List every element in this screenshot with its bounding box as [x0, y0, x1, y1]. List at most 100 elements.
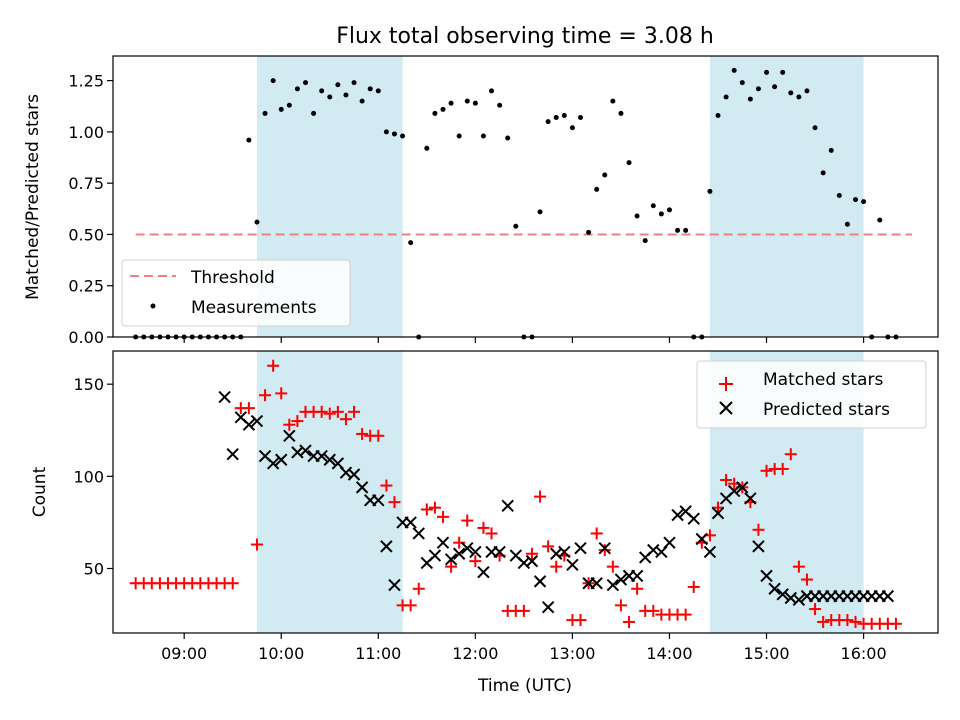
predicted-star-point [250, 414, 264, 428]
measurement-point [626, 160, 632, 166]
measurement-point [513, 223, 519, 229]
matched-star-point [525, 547, 538, 560]
x-stroke-b [558, 545, 571, 559]
predicted-star-point [404, 516, 417, 529]
x-stroke-b [218, 390, 231, 404]
measurement-point [739, 80, 745, 86]
x-stroke-b [380, 540, 393, 553]
predicted-star-point [574, 542, 587, 555]
x-stroke-b [792, 593, 806, 607]
x-tick-label: 11:00 [355, 644, 401, 663]
measurement-point [820, 170, 826, 176]
matched-star-point [445, 560, 458, 573]
measurement-point [764, 69, 770, 75]
x-stroke-b [372, 494, 385, 507]
measurement-point [561, 112, 567, 118]
x-stroke-b [752, 540, 765, 553]
x-stroke-b [404, 516, 417, 529]
predicted-star-point [323, 453, 336, 466]
legend-measurements-swatch [150, 303, 156, 309]
x-stroke-b [323, 453, 336, 466]
predicted-star-point [768, 582, 781, 595]
x-stroke-b [452, 547, 466, 560]
measurement-point [303, 80, 308, 86]
measurement-point [715, 112, 721, 118]
matched-star-point [372, 429, 385, 442]
matched-star-point [477, 521, 490, 534]
measurement-point [335, 82, 341, 88]
bottom-y-axis-ticks: 50 100 150 [73, 375, 113, 578]
measurement-point [351, 80, 357, 86]
measurement-point [877, 217, 883, 223]
x-stroke-b [687, 512, 700, 525]
matched-star-point [291, 415, 304, 428]
predicted-star-point [614, 573, 628, 586]
measurement-point [642, 238, 648, 244]
x-stroke-b [881, 589, 895, 603]
predicted-star-point [493, 545, 506, 559]
predicted-star-point [630, 569, 644, 583]
matched-star-point [348, 405, 361, 418]
predicted-star-point [760, 569, 773, 583]
predicted-star-point [533, 575, 547, 588]
predicted-star-point [558, 545, 571, 559]
predicted-star-point [736, 481, 749, 494]
predicted-star-point [695, 532, 709, 546]
x-stroke-b [461, 542, 474, 555]
bottom-panel: 50 100 150 09:00 10:00 11:00 12:00 13:00 14:00 1… [30, 350, 939, 696]
matched-star-point [760, 464, 773, 477]
x-stroke-b [226, 448, 239, 461]
measurement-point [658, 211, 664, 217]
x-tick-label: 16:00 [841, 644, 887, 663]
predicted-star-point [590, 577, 603, 590]
matched-star-point [283, 418, 296, 431]
predicted-star-point [566, 558, 579, 572]
x-stroke-b [574, 542, 587, 555]
legend-predicted-swatch [719, 401, 733, 415]
measurement-point [367, 86, 373, 92]
predicted-star-point [711, 506, 725, 520]
matched-star-point [356, 427, 369, 440]
x-stroke-b [501, 499, 514, 513]
predicted-star-point [436, 536, 450, 549]
predicted-star-point [444, 553, 458, 566]
x-stroke-b [331, 457, 345, 470]
measurement-point [489, 88, 495, 94]
measurement-point [456, 133, 462, 139]
measurement-point [311, 110, 317, 116]
bottom-x-axis-ticks: 09:00 10:00 11:00 12:00 13:00 14:00 15:00 16:00 [161, 633, 887, 663]
measurement-point [586, 229, 592, 235]
matched-star-point [339, 413, 352, 426]
matched-star-point [485, 527, 498, 540]
x-stroke-b [541, 600, 555, 614]
legend-matched-swatch [719, 377, 733, 391]
matched-star-point [809, 603, 822, 616]
measurement-point [497, 102, 503, 108]
measurement-point [755, 86, 761, 92]
predicted-star-point [299, 444, 312, 457]
matched-star-point [404, 599, 417, 612]
x-stroke-b [566, 558, 579, 572]
measurement-point [553, 115, 559, 121]
x-tick-label: 15:00 [743, 644, 789, 663]
matched-star-point [315, 405, 328, 418]
x-tick-label: 13:00 [549, 644, 595, 663]
measurement-point [788, 90, 794, 96]
matched-star-point [598, 544, 611, 557]
y-tick-label: 0.75 [68, 174, 104, 193]
predicted-star-point [776, 588, 789, 601]
predicted-star-point [541, 600, 555, 614]
matched-star-point [817, 615, 830, 628]
x-tick-label: 12:00 [452, 644, 498, 663]
top-axes-frame [112, 55, 939, 338]
measurement-point [432, 110, 438, 116]
predicted-star-point [727, 484, 741, 498]
measurement-point [828, 147, 834, 153]
top-legend-box [121, 259, 351, 327]
measurement-point [375, 88, 381, 94]
matched-star-point [242, 402, 255, 415]
predicted-star-point [372, 494, 385, 507]
predicted-star-point [598, 542, 611, 555]
predicted-star-point [525, 554, 539, 568]
matched-star-point [889, 617, 902, 630]
